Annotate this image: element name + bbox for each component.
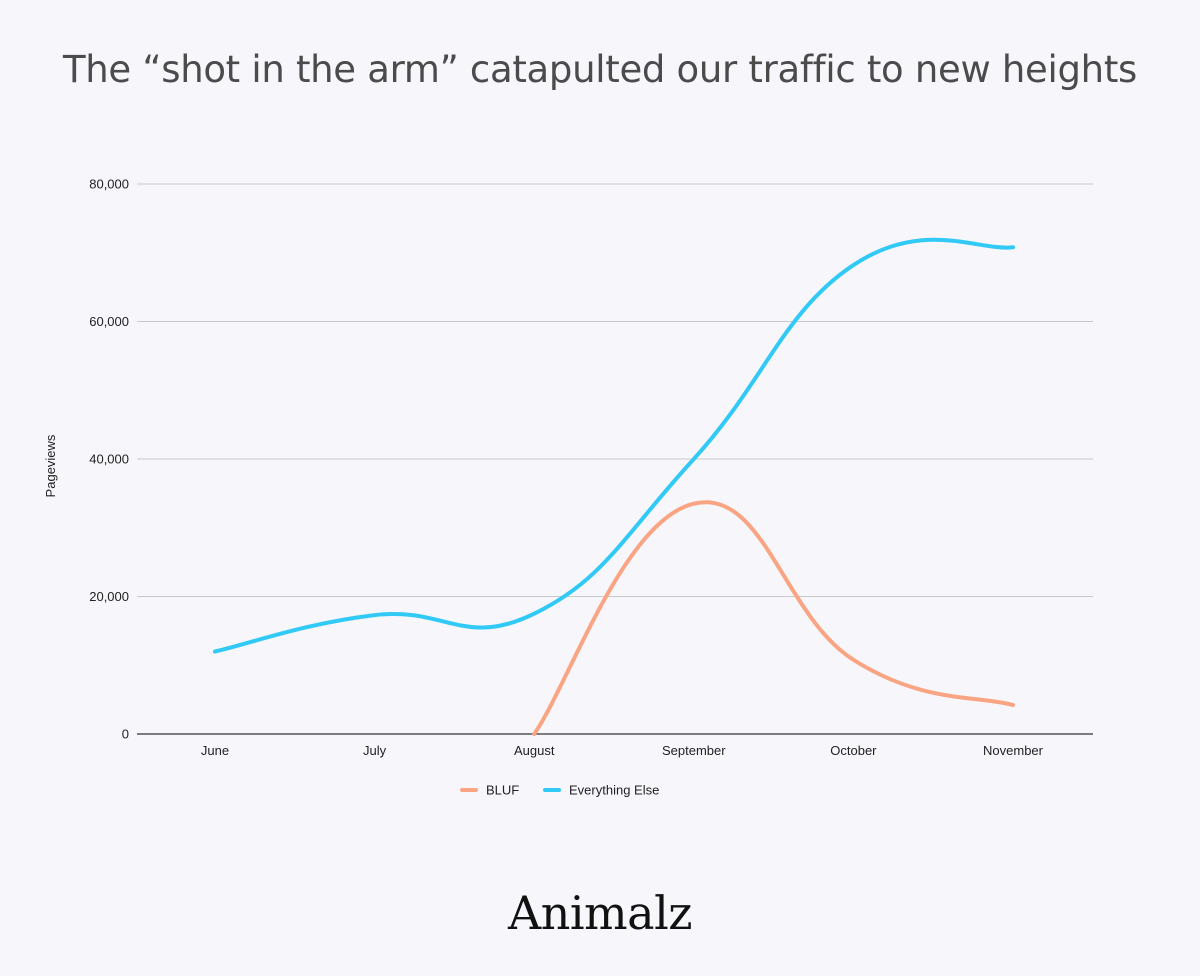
legend-label: Everything Else — [569, 783, 659, 798]
series-line-bluf — [532, 500, 1015, 736]
y-axis-ticks: 0 20,000 40,000 60,000 80,000 — [89, 177, 129, 742]
gridlines — [137, 183, 1093, 735]
legend-label: BLUF — [486, 783, 519, 798]
x-tick-label: June — [201, 743, 229, 758]
data-point — [853, 265, 854, 266]
y-tick-label: 80,000 — [89, 177, 129, 192]
series-line-everything-else — [213, 237, 1015, 654]
data-point — [534, 613, 535, 614]
y-tick-label: 40,000 — [89, 452, 129, 467]
y-tick-label: 60,000 — [89, 314, 129, 329]
x-axis-ticks: June July August September October November — [201, 743, 1044, 758]
y-tick-label: 20,000 — [89, 589, 129, 604]
chart-title: The “shot in the arm” catapulted our tra… — [62, 48, 1138, 91]
brand-logo: Animalz — [507, 886, 693, 940]
data-point — [374, 615, 375, 616]
data-point — [693, 503, 694, 504]
legend: BLUF Everything Else — [460, 783, 659, 798]
data-point — [693, 459, 694, 460]
y-tick-label: 0 — [122, 727, 129, 742]
x-tick-label: September — [662, 743, 726, 758]
x-tick-label: November — [983, 743, 1044, 758]
x-tick-label: August — [514, 743, 555, 758]
y-axis-label: Pageviews — [43, 434, 58, 497]
data-point — [1013, 247, 1014, 248]
x-tick-label: July — [363, 743, 387, 758]
data-point — [853, 659, 854, 660]
data-point — [215, 651, 216, 652]
data-point — [534, 734, 535, 735]
data-point — [1013, 705, 1014, 706]
x-tick-label: October — [830, 743, 877, 758]
series-lines — [213, 237, 1015, 736]
